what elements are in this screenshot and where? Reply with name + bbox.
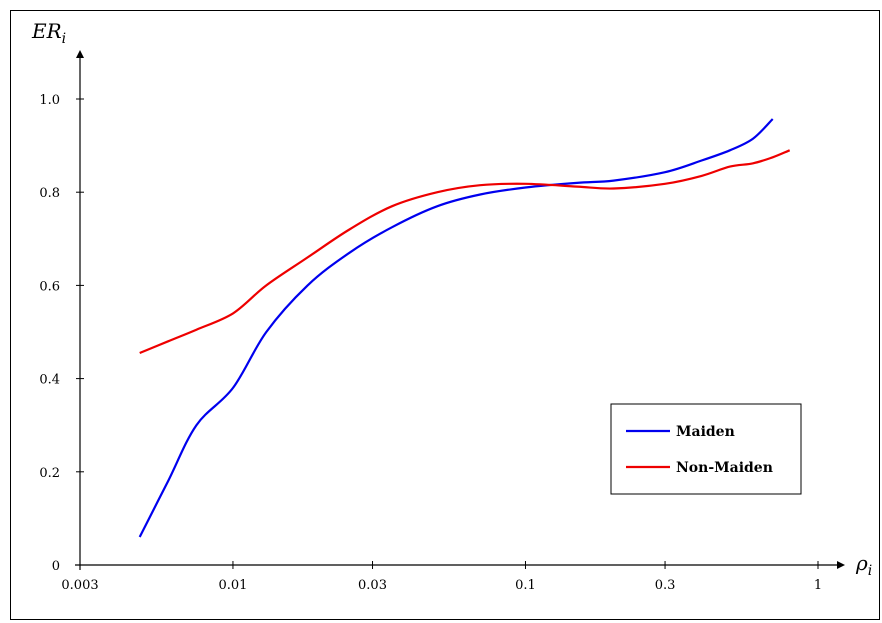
x-tick-label: 0.03	[358, 578, 387, 593]
y-tick-label: 0	[52, 559, 60, 574]
series-line-maiden	[138, 118, 774, 538]
x-tick-label: 0.003	[61, 578, 98, 593]
x-tick-label: 0.1	[515, 578, 536, 593]
y-axis-title: ERi	[31, 19, 66, 47]
y-tick-label: 0.4	[39, 373, 60, 388]
x-tick-label: 0.01	[218, 578, 247, 593]
y-ticks: 0 0.2 0.4 0.6 0.8 1.0	[39, 93, 84, 574]
chart-frame	[10, 10, 880, 620]
legend-label: Maiden	[676, 424, 735, 440]
y-tick-label: 0.6	[39, 279, 60, 294]
legend-label: Non-Maiden	[676, 460, 773, 476]
y-tick-label: 0.8	[39, 186, 60, 201]
x-tick-label: 0.3	[655, 578, 676, 593]
y-tick-label: 0.2	[39, 466, 60, 481]
x-axis-title: ρi	[855, 551, 872, 579]
x-ticks: 0.003 0.01 0.03 0.1 0.3 1	[61, 561, 822, 593]
series-lines	[138, 118, 791, 538]
legend: Maiden Non-Maiden	[610, 403, 802, 495]
legend-box	[610, 403, 802, 495]
x-tick-label: 1	[814, 578, 822, 593]
series-line-non-maiden	[139, 149, 791, 355]
y-tick-label: 1.0	[39, 93, 60, 108]
